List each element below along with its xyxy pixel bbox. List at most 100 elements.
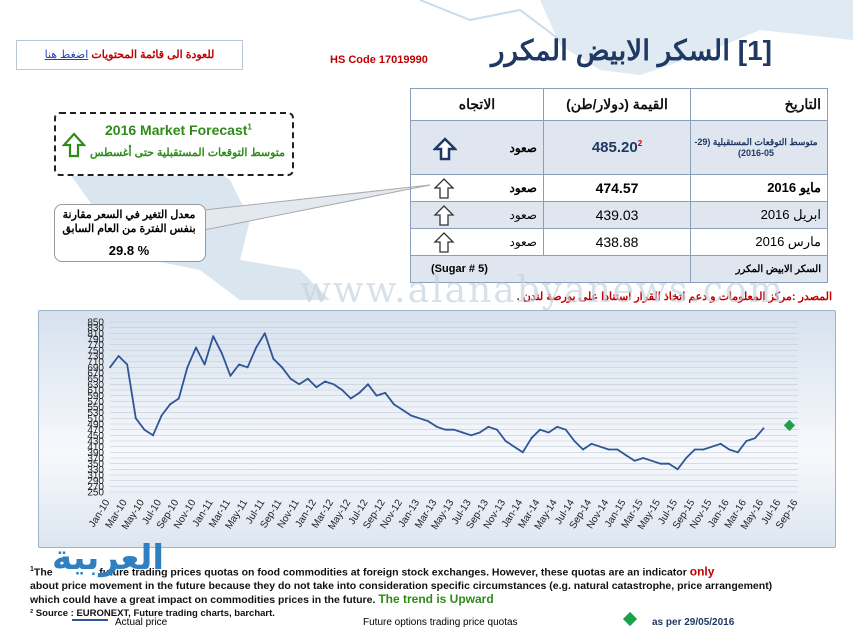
y-tick-label: 690	[87, 363, 104, 374]
actual-price-point	[392, 403, 395, 406]
actual-price-point	[212, 335, 215, 338]
y-tick-label: 250	[87, 488, 104, 499]
actual-price-point	[117, 355, 120, 357]
actual-price-point	[246, 366, 249, 369]
actual-price-point	[186, 366, 189, 369]
actual-price-point	[487, 425, 490, 428]
y-tick-label: 350	[87, 459, 104, 470]
actual-price-point	[702, 448, 705, 451]
actual-price-point	[160, 414, 163, 417]
actual-price-point	[736, 451, 739, 454]
row-direction: صعود	[410, 120, 544, 175]
callout-pointer	[203, 184, 431, 231]
actual-price-point	[470, 434, 473, 437]
y-tick-label: 450	[87, 431, 104, 442]
back-to-contents-link[interactable]: للعودة الى قائمة المحتويات اضغط هنا	[16, 40, 243, 70]
page-title: [1] السكر الابيض المكرر	[491, 35, 772, 66]
row-date: متوسط التوقعات المستقبلية (29-05-2016)	[690, 120, 828, 175]
row-date: مارس 2016	[690, 228, 828, 256]
forecast-title: 2016 Market Forecast1	[105, 122, 252, 138]
y-tick-label: 310	[87, 471, 104, 482]
legend-actual: Actual price	[115, 617, 168, 628]
actual-price-point	[418, 417, 421, 420]
y-tick-label: 650	[87, 374, 104, 385]
actual-price-point	[349, 397, 352, 400]
actual-price-point	[332, 383, 335, 386]
actual-price-point	[298, 383, 301, 386]
y-tick-label: 710	[87, 357, 104, 368]
actual-price-point	[263, 332, 266, 335]
actual-price-point	[530, 437, 533, 440]
as-per-date: as per 29/05/2016	[652, 617, 735, 628]
watermark: www.alanabyanews.com	[300, 270, 785, 311]
footer-code: (Sugar # 5)	[410, 255, 691, 283]
actual-price-point	[676, 468, 679, 471]
actual-price-point	[564, 428, 567, 431]
forecast-point	[783, 419, 796, 432]
al-arabiya-logo: العربية	[52, 538, 165, 578]
header-value: القيمة (دولار/طن)	[543, 88, 691, 121]
actual-price-point	[504, 440, 507, 442]
actual-price-point	[143, 428, 146, 431]
y-tick-label: 610	[87, 386, 104, 397]
actual-price-point	[229, 374, 232, 377]
actual-price-point	[685, 457, 688, 459]
header-date: التاريخ	[690, 88, 828, 121]
hs-code: HS Code 17019990	[330, 54, 428, 66]
actual-price-point	[169, 403, 172, 406]
actual-price-point	[109, 366, 111, 369]
actual-price-point	[745, 440, 748, 442]
actual-price-point	[367, 383, 369, 386]
table-row: مارس 2016 438.88 صعود	[410, 228, 828, 256]
legend-future: Future options trading price quotas	[363, 617, 518, 628]
actual-price-point	[590, 442, 593, 445]
actual-price-point	[496, 428, 498, 431]
actual-price-point	[384, 391, 387, 394]
y-tick-label: 490	[87, 420, 104, 431]
actual-price-point	[324, 380, 326, 383]
forecast-box	[54, 112, 294, 176]
table-footer-row: السكر الابيض المكرر (Sugar # 5)	[410, 255, 828, 283]
y-tick-label: 630	[87, 380, 104, 391]
row-value: 485.202	[543, 120, 691, 175]
y-tick-label: 330	[87, 465, 104, 476]
actual-price-point	[177, 397, 180, 400]
actual-price-point	[547, 431, 550, 434]
footnote-line-2: about price movement in the future becau…	[30, 579, 773, 592]
actual-price-legend-line	[72, 619, 108, 621]
actual-price-point	[728, 448, 731, 451]
actual-price-point	[556, 425, 559, 428]
actual-price-point	[289, 377, 292, 380]
actual-price-point	[306, 377, 309, 380]
actual-price-point	[762, 427, 765, 430]
actual-price-point	[281, 366, 283, 369]
actual-price-point	[401, 408, 404, 411]
actual-price-point	[754, 437, 756, 440]
row-direction: صعود	[410, 228, 544, 256]
y-tick-label: 470	[87, 425, 104, 436]
actual-price-point	[513, 445, 516, 448]
y-tick-label: 730	[87, 352, 104, 363]
actual-price-point	[668, 462, 670, 465]
table-row: مايو 2016 474.57 صعود	[410, 174, 828, 202]
table-row: ابريل 2016 439.03 صعود	[410, 201, 828, 229]
actual-price-point	[599, 445, 602, 448]
actual-price-point	[435, 425, 438, 428]
price-table: التاريخ القيمة (دولار/طن) الاتجاه متوسط …	[410, 88, 828, 283]
y-tick-label: 570	[87, 397, 104, 408]
y-tick-label: 270	[87, 482, 104, 493]
actual-price-point	[478, 431, 481, 434]
actual-price-point	[719, 442, 722, 445]
actual-price-point	[625, 454, 627, 457]
row-date: مايو 2016	[690, 174, 828, 202]
forecast-subtitle: متوسط التوقعات المستقبلية حتى أغسطس	[89, 147, 285, 159]
actual-price-point	[711, 445, 713, 448]
up-arrow-icon	[433, 137, 457, 161]
actual-price-point	[659, 462, 662, 465]
actual-price-point	[358, 391, 361, 394]
actual-price-point	[255, 346, 258, 349]
footnote-line-3: which could have a great impact on commo…	[30, 591, 494, 606]
y-tick-label: 770	[87, 340, 104, 351]
actual-price-point	[315, 386, 318, 389]
click-here-link[interactable]: اضغط هنا	[44, 49, 89, 61]
